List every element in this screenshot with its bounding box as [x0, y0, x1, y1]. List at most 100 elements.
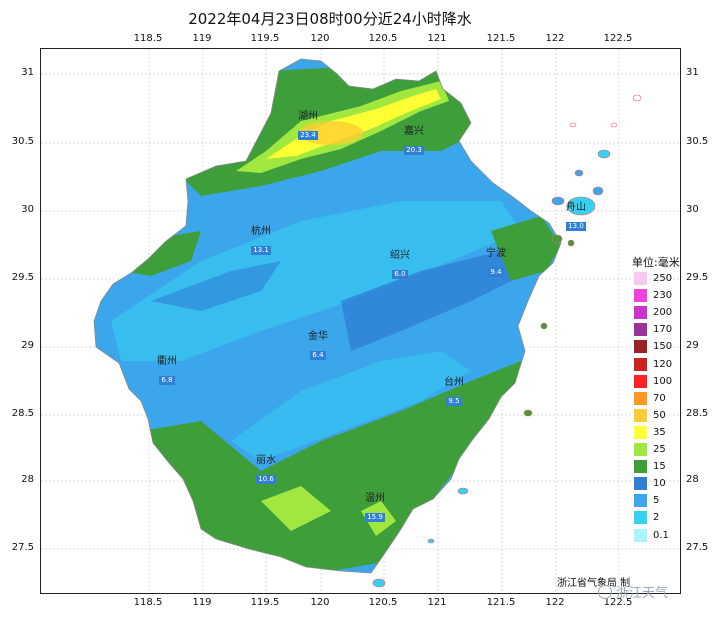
city-name: 台州: [444, 377, 464, 388]
lon-tick-bottom: 121.5: [486, 597, 516, 608]
legend-item: 200: [634, 304, 672, 321]
lon-tick-bottom: 120.5: [368, 597, 398, 608]
lat-tick-right: 29.5: [686, 272, 709, 283]
lon-tick-top: 122: [545, 33, 565, 44]
city-label-hangzhou: 杭州 13.1: [241, 222, 281, 256]
city-name: 绍兴: [390, 250, 410, 261]
legend-label: 0.1: [653, 529, 669, 541]
city-value: 9.4: [488, 268, 504, 277]
legend-swatch: [634, 289, 647, 303]
lon-tick-top: 119: [192, 33, 212, 44]
legend-swatch: [634, 272, 647, 285]
lat-tick-left: 30.5: [11, 136, 34, 147]
watermark-text: 浙江天气: [616, 586, 669, 601]
legend-item: 2: [634, 509, 659, 526]
legend-swatch: [634, 477, 647, 491]
city-value: 13.0: [566, 222, 586, 231]
city-name: 舟山: [566, 202, 586, 213]
legend-label: 230: [653, 290, 673, 302]
legend-swatch: [634, 443, 647, 456]
legend-swatch: [634, 323, 647, 337]
city-name: 宁波: [486, 248, 506, 259]
legend-label: 5: [653, 495, 660, 507]
lon-tick-top: 119.5: [250, 33, 280, 44]
lat-tick-left: 27.5: [11, 542, 34, 553]
lat-tick-right: 28.5: [686, 408, 709, 419]
legend-swatch: [634, 306, 647, 320]
lat-tick-right: 31: [686, 67, 699, 78]
city-label-zhoushan: 舟山 13.0: [556, 198, 596, 232]
city-label-jinhua: 金华 6.4: [298, 327, 338, 361]
legend-swatch: [634, 425, 647, 439]
city-value: 23.4: [298, 131, 318, 140]
legend-item: 10: [634, 475, 666, 492]
city-label-quzhou: 衢州 6.8: [147, 352, 187, 386]
credit-text: 浙江省气象局 制: [557, 578, 631, 589]
lat-tick-left: 28.5: [11, 408, 34, 419]
legend-item: 35: [634, 424, 666, 441]
legend-item: 120: [634, 356, 672, 373]
legend-title: 单位:毫米: [632, 256, 680, 269]
legend-label: 25: [653, 444, 666, 455]
lat-tick-right: 27.5: [686, 542, 709, 553]
city-name: 湖州: [298, 111, 318, 122]
legend-item: 100: [634, 373, 672, 390]
city-value: 9.5: [446, 397, 462, 406]
legend-item: 25: [634, 441, 666, 458]
legend-swatch: [634, 340, 647, 354]
lat-tick-right: 28: [686, 474, 699, 485]
legend-item: 170: [634, 321, 672, 338]
lat-tick-left: 28: [21, 474, 34, 485]
lon-tick-bottom: 121: [427, 597, 447, 608]
legend-item: 5: [634, 492, 659, 509]
lat-tick-right: 29: [686, 340, 699, 351]
city-name: 金华: [308, 331, 328, 342]
city-value: 20.3: [404, 146, 424, 155]
city-value: 6.0: [392, 270, 408, 279]
legend-item: 50: [634, 407, 666, 424]
legend-label: 250: [653, 273, 673, 284]
wechat-icon: [598, 584, 612, 599]
lon-tick-top: 120.5: [368, 33, 398, 44]
legend-swatch: [634, 391, 647, 405]
legend-swatch: [634, 357, 647, 371]
legend-item: 0.1: [634, 527, 669, 544]
legend-label: 10: [653, 478, 666, 490]
city-name: 温州: [365, 493, 385, 504]
legend-label: 70: [653, 392, 666, 404]
city-label-shaoxing: 绍兴 6.0: [380, 246, 420, 280]
lat-tick-right: 30: [686, 204, 699, 215]
lon-tick-top: 118.5: [133, 33, 163, 44]
city-label-taizhou: 台州 9.5: [434, 373, 474, 407]
lon-tick-top: 121: [427, 33, 447, 44]
lat-tick-left: 29.5: [11, 272, 34, 283]
lon-tick-top: 121.5: [486, 33, 516, 44]
legend-item: 150: [634, 338, 672, 355]
legend-item: 230: [634, 287, 672, 304]
legend-swatch: [634, 460, 647, 474]
province-boundary: [93, 58, 562, 574]
lon-tick-top: 120: [310, 33, 330, 44]
legend-label: 170: [653, 324, 673, 336]
legend-label: 35: [653, 426, 666, 438]
legend-label: 100: [653, 375, 673, 387]
islands: [372, 94, 642, 588]
legend-swatch: [634, 494, 647, 508]
city-name: 丽水: [256, 455, 276, 466]
city-value: 10.6: [256, 475, 276, 484]
city-name: 衢州: [157, 356, 177, 367]
city-label-jiaxing: 嘉兴 20.3: [394, 122, 434, 156]
city-label-lishui: 丽水 10.6: [246, 451, 286, 485]
legend-label: 120: [653, 358, 673, 370]
lon-tick-bottom: 120: [310, 597, 330, 608]
lat-tick-left: 31: [21, 67, 34, 78]
legend-swatch: [634, 528, 647, 542]
city-label-wenzhou: 温州 15.9: [355, 489, 395, 523]
legend-item: 70: [634, 390, 666, 407]
city-value: 13.1: [251, 246, 271, 255]
lon-tick-bottom: 118.5: [133, 597, 163, 608]
lon-tick-bottom: 119: [192, 597, 212, 608]
lon-tick-bottom: 119.5: [250, 597, 280, 608]
city-value: 6.8: [159, 376, 175, 385]
city-label-huzhou: 湖州 23.4: [288, 107, 328, 141]
